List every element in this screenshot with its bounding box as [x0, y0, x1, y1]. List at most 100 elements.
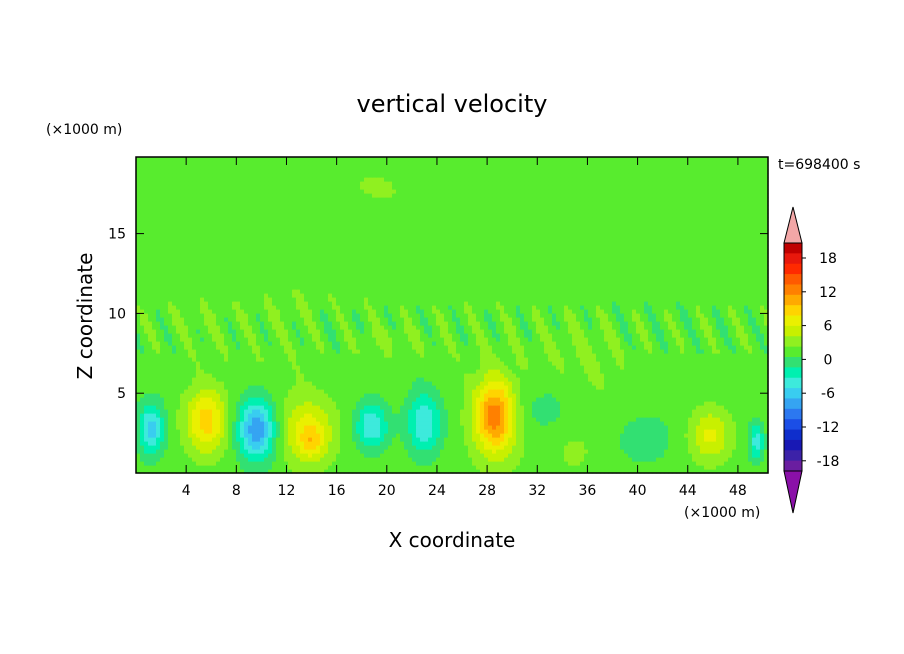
field-cell — [704, 401, 709, 406]
field-cell — [352, 441, 357, 446]
field-cell — [488, 373, 493, 378]
field-cell — [344, 429, 349, 434]
field-cell — [420, 365, 425, 370]
field-cell — [224, 385, 229, 390]
field-cell — [336, 353, 341, 358]
field-cell — [172, 429, 177, 434]
field-cell — [312, 441, 317, 446]
field-cell — [316, 401, 321, 406]
field-cell — [340, 421, 345, 426]
field-cell — [340, 345, 345, 350]
field-cell — [428, 369, 433, 374]
field-cell — [416, 369, 421, 374]
field-cell — [764, 393, 769, 398]
field-cell — [488, 469, 493, 474]
field-cell — [544, 453, 549, 458]
field-cell — [352, 345, 357, 350]
field-cell — [640, 405, 645, 410]
field-cell — [632, 397, 637, 402]
field-cell — [596, 445, 601, 450]
field-cell — [152, 457, 157, 462]
field-cell — [512, 449, 517, 454]
field-cell — [700, 441, 705, 446]
field-cell — [288, 345, 293, 350]
field-cell — [328, 349, 333, 354]
field-cell — [448, 465, 453, 470]
field-cell — [652, 401, 657, 406]
field-cell — [372, 345, 377, 350]
field-cell — [336, 457, 341, 462]
field-cell — [400, 429, 405, 434]
field-cell — [344, 413, 349, 418]
field-cell — [704, 413, 709, 418]
field-cell — [764, 433, 769, 438]
field-cell — [684, 445, 689, 450]
field-cell — [564, 421, 569, 426]
field-cell — [528, 449, 533, 454]
field-cell — [356, 449, 361, 454]
field-cell — [436, 345, 441, 350]
field-cell — [688, 461, 693, 466]
field-cell — [528, 409, 533, 414]
field-cell — [660, 349, 665, 354]
field-cell — [472, 449, 477, 454]
field-cell — [688, 373, 693, 378]
field-cell — [396, 421, 401, 426]
field-cell — [460, 345, 465, 350]
field-cell — [740, 421, 745, 426]
field-cell — [740, 397, 745, 402]
field-cell — [280, 445, 285, 450]
field-cell — [292, 413, 297, 418]
field-cell — [464, 361, 469, 366]
field-cell — [532, 469, 537, 474]
field-cell — [344, 353, 349, 358]
field-cell — [684, 353, 689, 358]
field-cell — [688, 433, 693, 438]
field-cell — [344, 405, 349, 410]
field-cell — [568, 433, 573, 438]
field-cell — [556, 361, 561, 366]
field-cell — [424, 345, 429, 350]
field-cell — [404, 445, 409, 450]
field-cell — [312, 469, 317, 474]
field-cell — [380, 401, 385, 406]
field-cell — [456, 405, 461, 410]
field-cell — [448, 397, 453, 402]
field-cell — [692, 353, 697, 358]
field-cell — [164, 365, 169, 370]
field-cell — [252, 357, 257, 362]
field-cell — [384, 369, 389, 374]
field-cell — [760, 449, 765, 454]
field-cell — [400, 377, 405, 382]
field-cell — [392, 385, 397, 390]
field-cell — [568, 405, 573, 410]
field-cell — [732, 445, 737, 450]
field-cell — [228, 353, 233, 358]
field-cell — [276, 349, 281, 354]
field-cell — [348, 385, 353, 390]
field-cell — [232, 353, 237, 358]
field-cell — [216, 369, 221, 374]
field-cell — [140, 449, 145, 454]
field-cell — [200, 437, 205, 442]
field-cell — [676, 369, 681, 374]
field-cell — [508, 357, 513, 362]
field-cell — [720, 353, 725, 358]
field-cell — [196, 425, 201, 430]
field-cell — [656, 401, 661, 406]
field-cell — [668, 353, 673, 358]
field-cell — [712, 441, 717, 446]
field-cell — [268, 389, 273, 394]
field-cell — [704, 457, 709, 462]
field-cell — [732, 465, 737, 470]
field-cell — [408, 425, 413, 430]
field-cell — [764, 401, 769, 406]
field-cell — [508, 373, 513, 378]
field-cell — [528, 361, 533, 366]
field-cell — [528, 353, 533, 358]
field-cell — [196, 453, 201, 458]
field-cell — [168, 389, 173, 394]
field-cell — [720, 409, 725, 414]
field-cell — [540, 413, 545, 418]
field-cell — [624, 465, 629, 470]
